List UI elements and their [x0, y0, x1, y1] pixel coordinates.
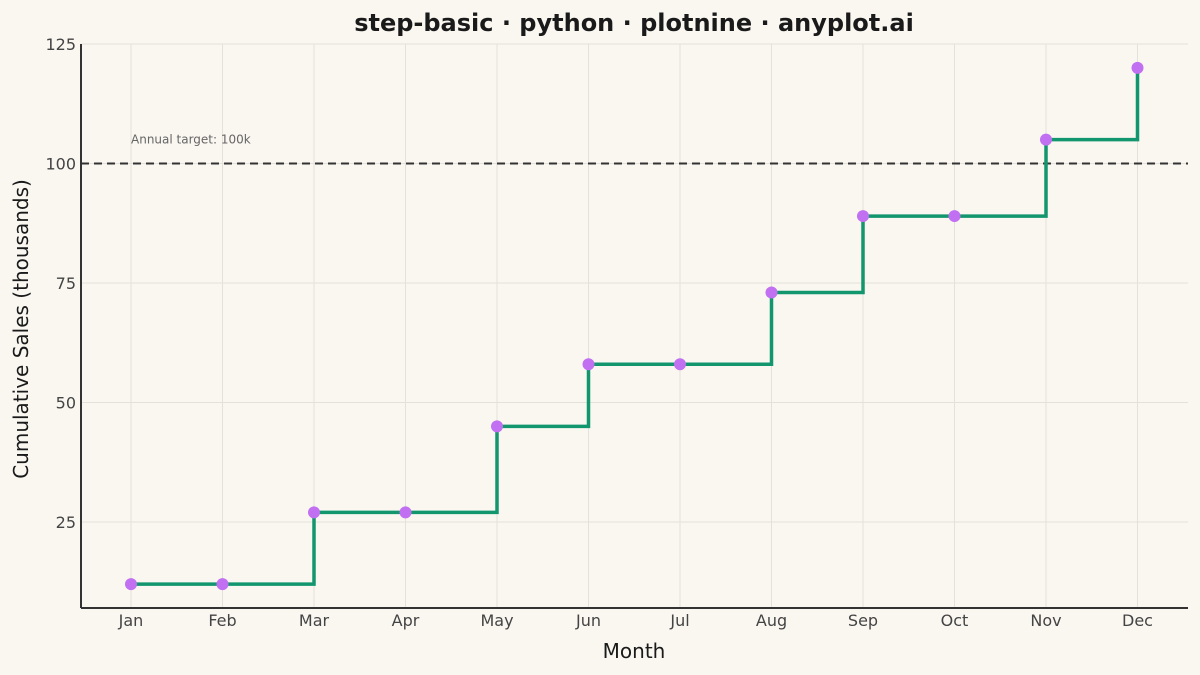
y-tick-label: 75: [56, 274, 76, 293]
data-point: [582, 358, 595, 371]
y-tick-label: 125: [45, 35, 76, 54]
x-tick-label: Oct: [941, 611, 969, 630]
data-point: [674, 358, 686, 371]
points-layer: [125, 61, 1144, 591]
data-point: [399, 506, 412, 519]
y-tick-label: 50: [56, 393, 76, 412]
chart-title: step-basic · python · plotnine · anyplot…: [354, 9, 914, 37]
data-point: [308, 506, 320, 519]
data-point: [948, 210, 961, 223]
reference-line-label: Annual target: 100k: [131, 132, 251, 146]
x-tick-label: Jul: [669, 611, 689, 630]
x-tick-label: Feb: [208, 611, 236, 630]
x-axis-title: Month: [603, 639, 666, 663]
x-tick-label: Apr: [392, 611, 420, 630]
step-line: [131, 67, 1140, 586]
data-point: [765, 286, 778, 299]
data-point: [491, 420, 503, 433]
x-tick-label: Aug: [756, 611, 787, 630]
x-tick-label: Jan: [118, 611, 144, 630]
y-tick-label: 100: [45, 154, 76, 173]
grid-lines: [81, 43, 1188, 608]
axes: [80, 44, 1188, 609]
data-point: [1040, 133, 1052, 146]
x-tick-label: Mar: [299, 611, 330, 630]
data-point: [857, 210, 869, 223]
reference-line-group: Annual target: 100k: [81, 132, 1188, 165]
x-tick-labels: Jan Feb Mar Apr May Jun Jul Aug Sep Oct Nov Dec: [118, 611, 1153, 630]
x-tick-label: Sep: [848, 611, 878, 630]
x-tick-label: May: [480, 611, 513, 630]
y-tick-labels: 25 50 75 100 125: [45, 35, 76, 532]
data-point: [1131, 61, 1144, 74]
x-tick-label: Nov: [1030, 611, 1061, 630]
y-axis-title: Cumulative Sales (thousands): [9, 179, 33, 479]
plot-area: Annual target: 100k: [80, 43, 1188, 609]
series-layer: [131, 67, 1140, 586]
data-point: [216, 578, 229, 591]
x-tick-label: Dec: [1122, 611, 1153, 630]
y-tick-label: 25: [56, 513, 76, 532]
x-tick-label: Jun: [575, 611, 601, 630]
data-point: [125, 578, 137, 591]
